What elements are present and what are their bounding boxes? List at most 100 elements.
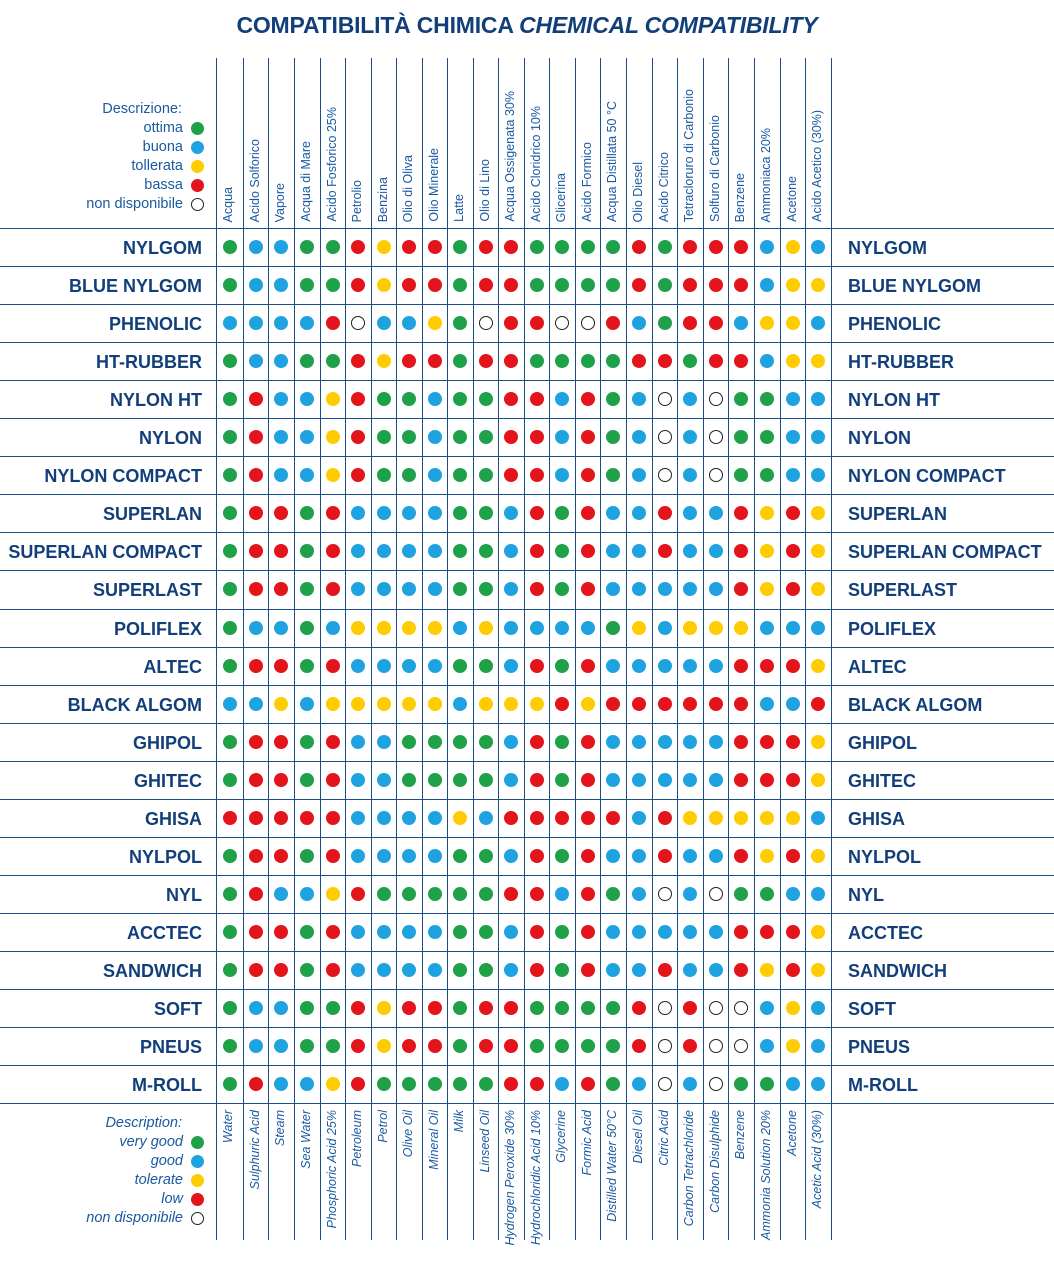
rating-dot-low xyxy=(249,963,263,977)
rating-dot-very-good xyxy=(555,849,569,863)
rating-dot-good xyxy=(351,582,365,596)
column-header: Olio di Lino xyxy=(478,159,492,222)
rating-dot-low xyxy=(249,582,263,596)
column-header: Olio di Oliva xyxy=(401,154,415,222)
rating-dot-tolerate xyxy=(428,316,442,330)
rating-dot-low xyxy=(581,773,595,787)
column-divider xyxy=(345,58,346,1240)
legend-item: low xyxy=(161,1190,204,1208)
rating-dot-good xyxy=(709,849,723,863)
rating-dot-tolerate xyxy=(734,621,748,635)
row-label-left: GHITEC xyxy=(133,771,202,791)
column-footer: Petroleum xyxy=(350,1110,364,1167)
rating-dot-very-good xyxy=(581,278,595,292)
rating-dot-good xyxy=(760,1039,774,1053)
rating-dot-very-good xyxy=(300,278,314,292)
rating-dot-not-available xyxy=(658,1001,672,1015)
row-label-left: SUPERLAST xyxy=(92,580,202,600)
rating-dot-very-good xyxy=(479,849,493,863)
rating-dot-very-good xyxy=(223,468,237,482)
rating-dot-very-good xyxy=(428,773,442,787)
rating-dot-tolerate xyxy=(504,697,518,711)
rating-dot-good xyxy=(606,544,620,558)
rating-dot-good xyxy=(555,430,569,444)
rating-dot-good xyxy=(786,392,800,406)
row-label-right: SUPERLAN COMPACT xyxy=(848,542,1042,562)
rating-dot-very-good xyxy=(428,1077,442,1091)
rating-dot-good xyxy=(402,811,416,825)
rating-dot-tolerate xyxy=(683,811,697,825)
rating-dot-low xyxy=(428,1039,442,1053)
rating-dot-good xyxy=(530,621,544,635)
rating-dot-low xyxy=(402,240,416,254)
column-divider xyxy=(677,58,678,1240)
rating-dot-low xyxy=(428,278,442,292)
rating-dot-tolerate xyxy=(402,621,416,635)
rating-dot-low xyxy=(274,963,288,977)
rating-dot-low xyxy=(606,316,620,330)
rating-dot-low xyxy=(326,316,340,330)
rating-dot-very-good xyxy=(606,392,620,406)
row-label-left: NYL xyxy=(166,885,202,905)
rating-dot-good xyxy=(811,468,825,482)
rating-dot-tolerate xyxy=(760,811,774,825)
rating-dot-low xyxy=(581,811,595,825)
rating-dot-tolerate xyxy=(326,887,340,901)
rating-dot-good xyxy=(249,354,263,368)
rating-dot-good xyxy=(428,468,442,482)
rating-dot-good xyxy=(709,506,723,520)
rating-dot-good xyxy=(555,392,569,406)
rating-dot-very-good xyxy=(402,392,416,406)
rating-dot-low xyxy=(683,697,697,711)
legend-item: buona xyxy=(143,138,204,156)
rating-dot-good xyxy=(709,963,723,977)
rating-dot-good xyxy=(300,392,314,406)
rating-dot-very-good xyxy=(428,887,442,901)
row-label-right: SOFT xyxy=(848,999,896,1019)
rating-dot-good xyxy=(249,1001,263,1015)
rating-dot-very-good xyxy=(555,659,569,673)
rating-dot-low xyxy=(734,849,748,863)
rating-dot-tolerate xyxy=(811,925,825,939)
rating-dot-very-good xyxy=(402,735,416,749)
rating-dot-very-good xyxy=(530,1001,544,1015)
rating-dot-low xyxy=(786,735,800,749)
rating-dot-good xyxy=(606,735,620,749)
rating-dot-low xyxy=(249,430,263,444)
rating-dot-good xyxy=(402,849,416,863)
rating-dot-low xyxy=(326,659,340,673)
rating-dot-low xyxy=(479,354,493,368)
rating-dot-not-available xyxy=(658,430,672,444)
rating-dot-low xyxy=(402,354,416,368)
rating-dot-low xyxy=(581,468,595,482)
rating-dot-low xyxy=(530,506,544,520)
row-divider xyxy=(0,799,1054,800)
rating-dot-tolerate xyxy=(709,621,723,635)
rating-dot-good xyxy=(606,925,620,939)
row-divider xyxy=(0,837,1054,838)
rating-dot-low xyxy=(683,278,697,292)
rating-dot-low xyxy=(326,582,340,596)
rating-dot-not-available xyxy=(709,1001,723,1015)
rating-dot-low xyxy=(786,544,800,558)
rating-dot-tolerate xyxy=(377,240,391,254)
row-label-right: GHISA xyxy=(848,809,906,829)
rating-dot-good xyxy=(555,468,569,482)
rating-dot-good xyxy=(709,544,723,558)
rating-dot-very-good xyxy=(453,735,467,749)
rating-dot-low xyxy=(683,316,697,330)
rating-dot-good xyxy=(351,735,365,749)
rating-dot-good xyxy=(223,697,237,711)
rating-dot-very-good xyxy=(402,468,416,482)
rating-dot-low xyxy=(326,811,340,825)
row-label-right: PNEUS xyxy=(848,1037,911,1057)
rating-dot-very-good xyxy=(606,1039,620,1053)
rating-dot-very-good xyxy=(377,1077,391,1091)
rating-dot-good xyxy=(606,849,620,863)
rating-dot-very-good xyxy=(530,240,544,254)
rating-dot-low xyxy=(709,278,723,292)
rating-dot-tolerate xyxy=(786,240,800,254)
rating-dot-very-good xyxy=(223,278,237,292)
rating-dot-very-good xyxy=(606,240,620,254)
legend-dot-good xyxy=(191,140,204,154)
